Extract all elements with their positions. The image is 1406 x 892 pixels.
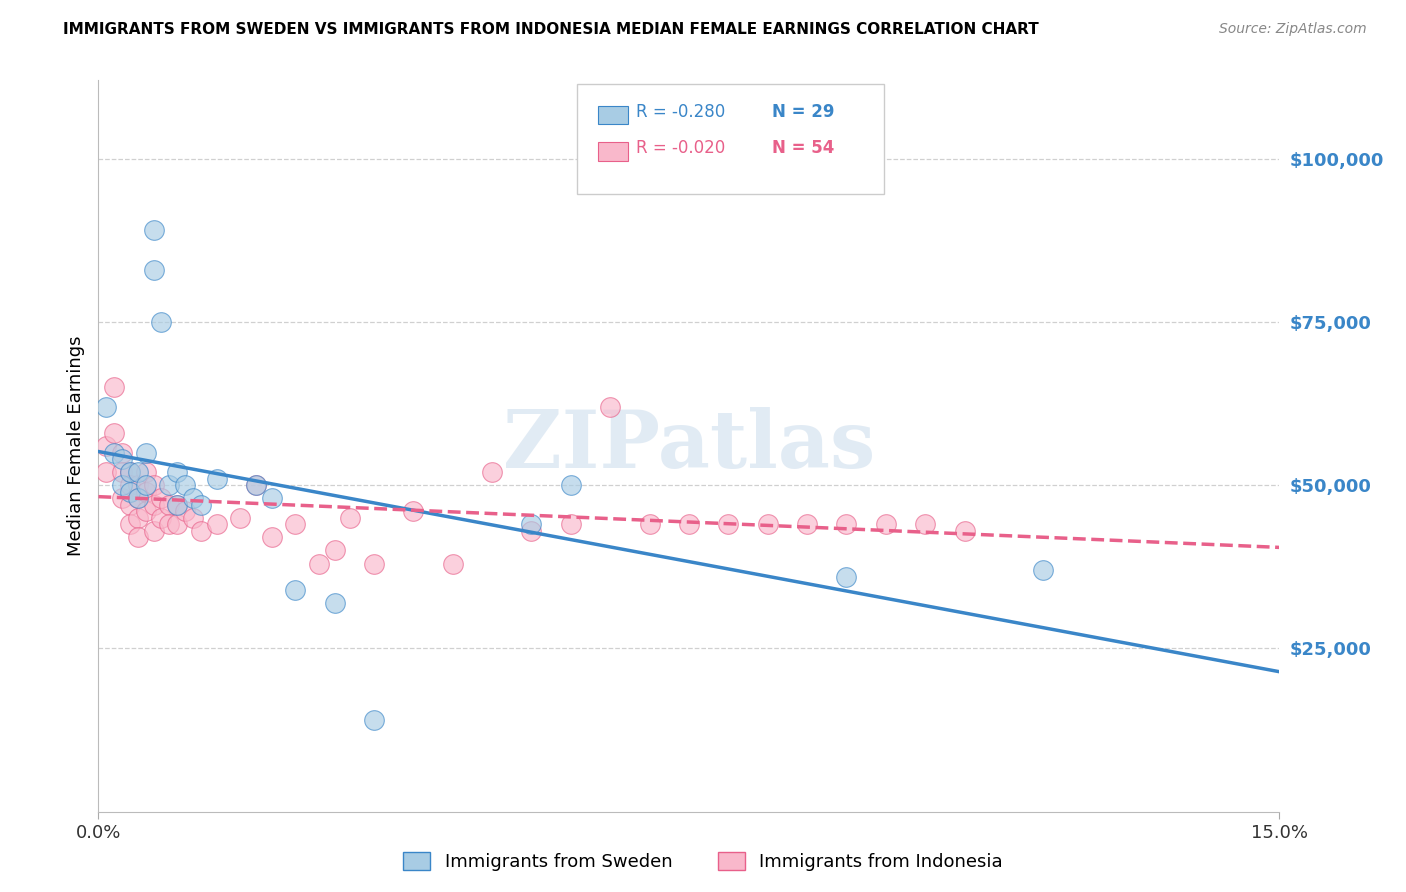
Point — [135, 484, 157, 499]
Bar — [598, 106, 627, 124]
Point — [96, 439, 118, 453]
Point — [914, 517, 936, 532]
Point — [229, 511, 252, 525]
Point — [284, 517, 307, 532]
Text: ZIPatlas: ZIPatlas — [503, 407, 875, 485]
Point — [127, 478, 149, 492]
Point — [1032, 563, 1054, 577]
Point — [142, 478, 165, 492]
Point — [638, 517, 661, 532]
Point — [142, 223, 165, 237]
Point — [875, 517, 897, 532]
Point — [103, 445, 125, 459]
Point — [560, 517, 582, 532]
Point — [118, 465, 141, 479]
Point — [174, 478, 197, 492]
Text: Source: ZipAtlas.com: Source: ZipAtlas.com — [1219, 22, 1367, 37]
Point — [520, 517, 543, 532]
Point — [181, 511, 204, 525]
Point — [118, 498, 141, 512]
Point — [157, 517, 180, 532]
Point — [111, 478, 134, 492]
Point — [150, 491, 173, 506]
Point — [174, 504, 197, 518]
Text: N = 29: N = 29 — [772, 103, 834, 120]
Point — [142, 524, 165, 538]
Point — [135, 465, 157, 479]
Point — [135, 504, 157, 518]
Point — [157, 498, 180, 512]
Point — [118, 478, 141, 492]
Point — [481, 465, 503, 479]
Point — [284, 582, 307, 597]
Point — [599, 400, 621, 414]
Point — [796, 517, 818, 532]
Point — [103, 380, 125, 394]
Point — [111, 452, 134, 467]
Y-axis label: Median Female Earnings: Median Female Earnings — [66, 335, 84, 557]
Point — [166, 465, 188, 479]
Point — [111, 445, 134, 459]
Point — [323, 596, 346, 610]
FancyBboxPatch shape — [576, 84, 884, 194]
Point — [520, 524, 543, 538]
Point — [205, 517, 228, 532]
Point — [190, 524, 212, 538]
Point — [96, 465, 118, 479]
Text: N = 54: N = 54 — [772, 139, 834, 157]
Point — [103, 425, 125, 440]
Text: IMMIGRANTS FROM SWEDEN VS IMMIGRANTS FROM INDONESIA MEDIAN FEMALE EARNINGS CORRE: IMMIGRANTS FROM SWEDEN VS IMMIGRANTS FRO… — [63, 22, 1039, 37]
Point — [166, 498, 188, 512]
Point — [205, 472, 228, 486]
Legend: Immigrants from Sweden, Immigrants from Indonesia: Immigrants from Sweden, Immigrants from … — [396, 846, 1010, 879]
Point — [245, 478, 267, 492]
Point — [142, 262, 165, 277]
Point — [363, 714, 385, 728]
Point — [142, 498, 165, 512]
Point — [717, 517, 740, 532]
Point — [181, 491, 204, 506]
Bar — [598, 143, 627, 161]
Point — [190, 498, 212, 512]
Text: R = -0.280: R = -0.280 — [636, 103, 725, 120]
Point — [96, 400, 118, 414]
Point — [308, 557, 330, 571]
Point — [127, 511, 149, 525]
Text: R = -0.020: R = -0.020 — [636, 139, 725, 157]
Point — [363, 557, 385, 571]
Point — [127, 491, 149, 506]
Point — [756, 517, 779, 532]
Point — [260, 491, 283, 506]
Point — [441, 557, 464, 571]
Point — [157, 478, 180, 492]
Point — [111, 491, 134, 506]
Point — [150, 315, 173, 329]
Point — [260, 530, 283, 544]
Point — [118, 484, 141, 499]
Point — [835, 517, 858, 532]
Point — [323, 543, 346, 558]
Point — [560, 478, 582, 492]
Point — [127, 491, 149, 506]
Point — [953, 524, 976, 538]
Point — [678, 517, 700, 532]
Point — [135, 478, 157, 492]
Point — [118, 465, 141, 479]
Point — [135, 445, 157, 459]
Point — [127, 465, 149, 479]
Point — [166, 517, 188, 532]
Point — [127, 530, 149, 544]
Point — [245, 478, 267, 492]
Point — [150, 511, 173, 525]
Point — [166, 498, 188, 512]
Point — [339, 511, 361, 525]
Point — [118, 517, 141, 532]
Point — [402, 504, 425, 518]
Point — [111, 465, 134, 479]
Point — [835, 569, 858, 583]
